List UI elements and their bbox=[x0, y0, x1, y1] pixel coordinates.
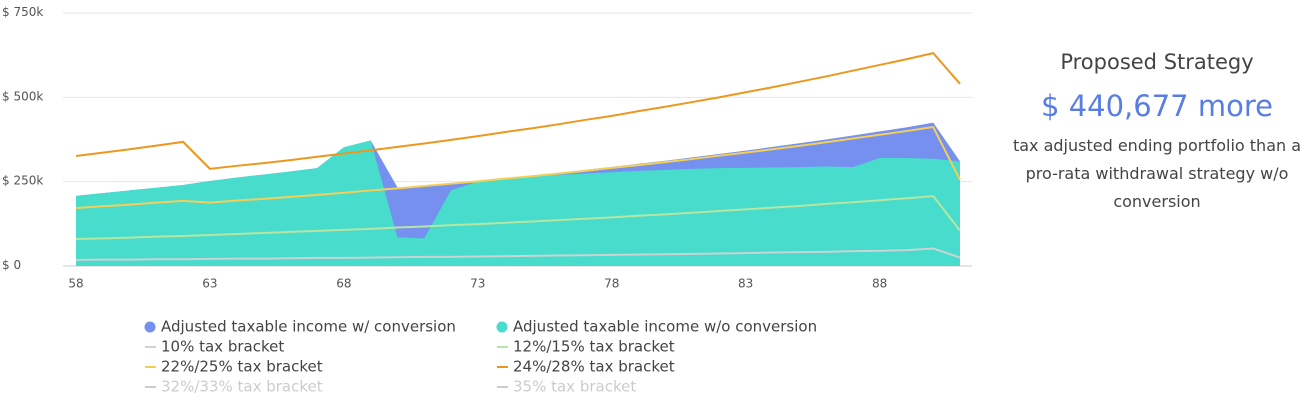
legend-label: Adjusted taxable income w/o conversion bbox=[513, 318, 817, 336]
legend-marker bbox=[496, 321, 508, 333]
strategy-panel: Proposed Strategy $ 440,677 more tax adj… bbox=[1007, 44, 1307, 216]
panel-title: Proposed Strategy bbox=[1060, 50, 1254, 74]
x-tick-label: 88 bbox=[872, 277, 887, 291]
x-tick-label: 63 bbox=[202, 277, 217, 291]
x-tick-label: 68 bbox=[336, 277, 351, 291]
line bbox=[75, 247, 961, 261]
x-tick-label: 78 bbox=[604, 277, 619, 291]
area bbox=[76, 140, 960, 266]
panel-amount: $ 440,677 more bbox=[1041, 89, 1273, 123]
y-tick-label: $ 250k bbox=[2, 174, 43, 188]
panel-description: tax adjusted ending portfolio than a pro… bbox=[1012, 136, 1302, 211]
x-tick-label: 58 bbox=[68, 277, 83, 291]
legend-label: Adjusted taxable income w/ conversion bbox=[161, 318, 456, 336]
line bbox=[75, 52, 961, 170]
y-tick-label: $ 500k bbox=[2, 89, 43, 103]
legend-label: 10% tax bracket bbox=[161, 338, 284, 356]
x-tick-label: 83 bbox=[738, 277, 753, 291]
line bbox=[75, 195, 961, 241]
legend-marker bbox=[144, 321, 156, 333]
y-tick-label: $ 0 bbox=[2, 258, 21, 272]
y-tick-label: $ 750k bbox=[2, 5, 43, 19]
legend-label: 32%/33% tax bracket bbox=[161, 378, 323, 396]
legend-label: 22%/25% tax bracket bbox=[161, 358, 323, 376]
legend-label: 12%/15% tax bracket bbox=[513, 338, 675, 356]
legend-label: 35% tax bracket bbox=[513, 378, 636, 396]
line bbox=[75, 125, 961, 209]
legend-label: 24%/28% tax bracket bbox=[513, 358, 675, 376]
chart: $ 0 $ 250k $ 500k $ 750k 58 63 68 73 78 83 88 Adjus… bbox=[2, 5, 972, 396]
x-tick-label: 73 bbox=[470, 277, 485, 291]
